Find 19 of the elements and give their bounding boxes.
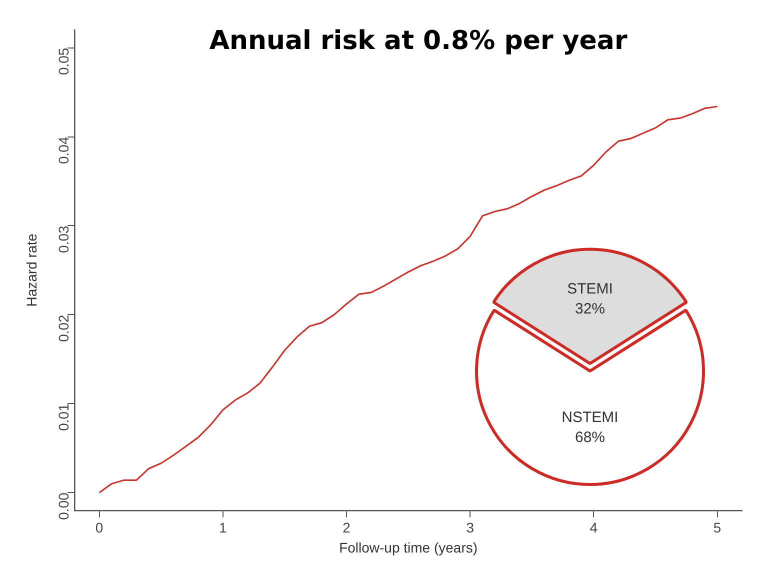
- y-tick-label: 0.05: [55, 48, 72, 76]
- y-tick-label: 0.03: [55, 226, 72, 253]
- x-tick-label: 2: [342, 520, 351, 536]
- x-tick-label: 0: [95, 520, 104, 536]
- chart-title: Annual risk at 0.8% per year: [209, 26, 628, 56]
- x-tick-label: 4: [590, 520, 598, 536]
- data-label: 32%: [574, 300, 606, 318]
- x-axis-title: Follow-up time (years): [339, 539, 478, 556]
- y-axis-title: Hazard rate: [23, 233, 40, 307]
- y-tick-label: 0.04: [55, 136, 72, 164]
- x-tick-label: 5: [713, 520, 722, 536]
- slice-label: STEMI: [567, 280, 613, 298]
- x-tick-label: 1: [219, 520, 228, 536]
- y-tick-label: 0.01: [55, 403, 72, 431]
- y-tick-label: 0.02: [55, 314, 72, 342]
- x-tick-label: 3: [466, 520, 474, 536]
- y-tick-label: 0.00: [55, 492, 72, 520]
- slice-label: NSTEMI: [562, 408, 618, 426]
- data-label: 68%: [574, 428, 606, 446]
